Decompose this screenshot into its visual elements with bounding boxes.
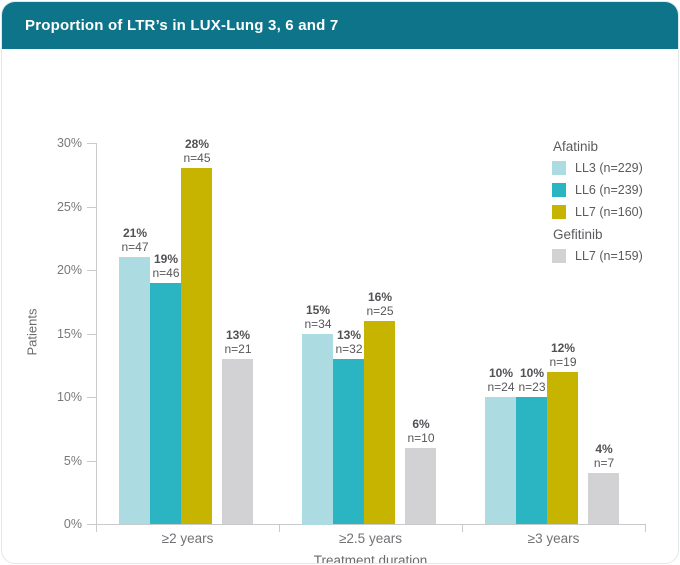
bar-percent-label: 19% [153, 252, 179, 266]
x-tick [462, 524, 463, 532]
chart-title: Proportion of LTR’s in LUX-Lung 3, 6 and… [25, 17, 339, 34]
legend-swatch [552, 205, 566, 219]
bar-afatinib-ll6-group3 [516, 397, 547, 524]
bar-gefitinib-ll7-group3 [588, 473, 619, 524]
legend: Afatinib LL3 (n=229) LL6 (n=239) LL7 (n=160… [552, 136, 677, 271]
bar-percent-label: 28% [184, 137, 210, 151]
legend-label: LL7 (n=159) [575, 249, 643, 263]
bar-value-label: 16% n=25 [366, 290, 394, 318]
bar-percent-label: 6% [412, 417, 430, 431]
bar-percent-label: 10% [519, 366, 545, 380]
bar-percent-label: 21% [122, 226, 148, 240]
x-tick-label: ≥3 years [527, 531, 580, 546]
bar-value-label: 12% n=19 [549, 341, 577, 369]
legend-label: LL7 (n=160) [575, 205, 643, 219]
legend-swatch [552, 183, 566, 197]
y-tick [87, 334, 96, 335]
bar-afatinib-ll6-group1 [150, 283, 181, 524]
legend-item: LL7 (n=159) [552, 249, 677, 263]
x-tick-label: ≥2 years [161, 531, 214, 546]
x-tick [645, 524, 646, 532]
bar-afatinib-ll6-group2 [333, 359, 364, 524]
bar-percent-label: 10% [488, 366, 514, 380]
bar-afatinib-ll3-group3 [485, 397, 516, 524]
legend-swatch [552, 249, 566, 263]
bar-afatinib-ll7-group1 [181, 168, 212, 524]
legend-group-title: Afatinib [553, 139, 599, 154]
bar-gefitinib-ll7-group1 [222, 359, 253, 524]
legend-label: LL3 (n=229) [575, 161, 643, 175]
bar-afatinib-ll3-group1 [119, 257, 150, 524]
y-tick-label: 15% [56, 327, 82, 341]
bar-percent-label: 16% [367, 290, 393, 304]
y-tick [87, 524, 96, 525]
bar-percent-label: 12% [550, 341, 576, 355]
y-axis-title: Patients [24, 308, 40, 356]
y-tick-label: 25% [56, 200, 82, 214]
plot-area: Patients Treatment duration Afatinib LL3 … [2, 49, 678, 564]
bar-value-label: 13% n=32 [335, 328, 363, 356]
x-tick [96, 524, 97, 532]
y-tick [87, 143, 96, 144]
legend-item: LL7 (n=160) [552, 205, 677, 219]
bar-value-label: 10% n=23 [518, 366, 546, 394]
legend-group-title: Gefitinib [553, 227, 603, 242]
bar-afatinib-ll7-group2 [364, 321, 395, 524]
legend-item: LL3 (n=229) [552, 161, 677, 175]
x-axis-line [96, 524, 646, 525]
y-tick [87, 207, 96, 208]
bar-value-label: 15% n=34 [304, 303, 332, 331]
bar-percent-label: 13% [336, 328, 362, 342]
bar-value-label: 10% n=24 [487, 366, 515, 394]
bar-value-label: 13% n=21 [224, 328, 252, 356]
y-tick-label: 20% [56, 263, 82, 277]
legend-item: LL6 (n=239) [552, 183, 677, 197]
x-axis-title: Treatment duration [313, 553, 428, 564]
legend-label: LL6 (n=239) [575, 183, 643, 197]
x-tick-label: ≥2.5 years [339, 531, 402, 546]
y-tick-label: 30% [56, 136, 82, 150]
bar-afatinib-ll7-group3 [547, 372, 578, 524]
bar-percent-label: 15% [305, 303, 331, 317]
bar-value-label: 19% n=46 [152, 252, 180, 280]
y-axis-line [96, 143, 97, 524]
x-tick [279, 524, 280, 532]
bar-gefitinib-ll7-group2 [405, 448, 436, 524]
y-tick-label: 0% [63, 517, 82, 531]
y-tick [87, 397, 96, 398]
y-tick-label: 5% [63, 454, 82, 468]
bar-value-label: 6% n=10 [407, 417, 435, 445]
bar-afatinib-ll3-group2 [302, 334, 333, 525]
bar-percent-label: 4% [595, 442, 613, 456]
bar-percent-label: 13% [225, 328, 251, 342]
bar-value-label: 21% n=47 [121, 226, 149, 254]
bar-value-label: 28% n=45 [183, 137, 211, 165]
chart-title-bar: Proportion of LTR’s in LUX-Lung 3, 6 and… [2, 2, 678, 49]
y-tick [87, 270, 96, 271]
legend-swatch [552, 161, 566, 175]
y-tick-label: 10% [56, 390, 82, 404]
y-tick [87, 461, 96, 462]
bar-value-label: 4% n=7 [593, 442, 615, 470]
